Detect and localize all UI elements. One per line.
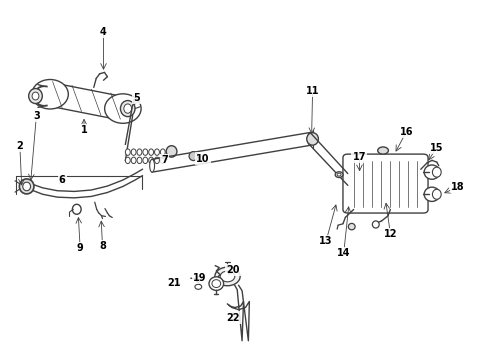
Text: 20: 20 [225, 265, 239, 275]
Text: 16: 16 [399, 127, 412, 137]
Text: 5: 5 [133, 93, 140, 103]
Ellipse shape [377, 147, 387, 154]
Ellipse shape [208, 277, 223, 291]
Ellipse shape [211, 280, 220, 288]
Ellipse shape [149, 159, 154, 172]
Ellipse shape [120, 100, 135, 117]
Ellipse shape [347, 224, 354, 230]
Ellipse shape [336, 173, 340, 176]
Text: 3: 3 [33, 111, 40, 121]
Ellipse shape [431, 189, 440, 199]
Ellipse shape [32, 80, 68, 109]
Ellipse shape [214, 267, 240, 286]
Text: 14: 14 [336, 248, 350, 258]
Text: 15: 15 [429, 143, 443, 153]
Ellipse shape [125, 149, 130, 156]
Text: 21: 21 [166, 278, 180, 288]
Ellipse shape [104, 94, 141, 123]
Ellipse shape [431, 167, 440, 177]
Ellipse shape [131, 149, 136, 156]
Ellipse shape [23, 182, 30, 191]
Text: 6: 6 [59, 175, 65, 185]
Ellipse shape [20, 179, 34, 194]
Ellipse shape [137, 157, 142, 163]
Ellipse shape [189, 152, 198, 161]
Ellipse shape [32, 92, 39, 100]
Ellipse shape [123, 104, 131, 113]
Ellipse shape [423, 165, 439, 179]
Text: 8: 8 [99, 241, 106, 251]
Text: 1: 1 [81, 125, 87, 135]
Text: 7: 7 [161, 156, 167, 165]
Ellipse shape [142, 149, 147, 156]
Ellipse shape [125, 157, 130, 163]
Ellipse shape [72, 204, 81, 214]
Ellipse shape [334, 172, 342, 177]
Text: 4: 4 [100, 27, 107, 37]
Text: 19: 19 [193, 273, 206, 283]
Ellipse shape [148, 157, 153, 163]
Text: 12: 12 [383, 229, 396, 239]
Ellipse shape [154, 149, 159, 156]
Text: 18: 18 [450, 182, 463, 192]
Text: 10: 10 [196, 154, 209, 163]
Ellipse shape [307, 132, 312, 145]
Ellipse shape [160, 149, 165, 156]
Circle shape [195, 284, 201, 289]
Ellipse shape [137, 149, 142, 156]
Ellipse shape [142, 157, 147, 163]
Ellipse shape [220, 271, 234, 282]
Ellipse shape [131, 157, 136, 163]
Ellipse shape [29, 89, 42, 104]
Text: 2: 2 [17, 141, 23, 151]
Text: 17: 17 [352, 152, 365, 162]
Ellipse shape [148, 149, 153, 156]
Ellipse shape [306, 133, 318, 145]
Ellipse shape [423, 187, 439, 202]
Text: 9: 9 [77, 243, 83, 253]
Ellipse shape [166, 146, 177, 157]
FancyBboxPatch shape [342, 154, 427, 213]
Ellipse shape [160, 157, 165, 163]
Text: 22: 22 [225, 312, 239, 323]
Text: 11: 11 [305, 86, 319, 96]
Text: 13: 13 [319, 236, 332, 246]
Ellipse shape [154, 157, 159, 163]
Polygon shape [45, 81, 127, 122]
Ellipse shape [372, 221, 378, 228]
